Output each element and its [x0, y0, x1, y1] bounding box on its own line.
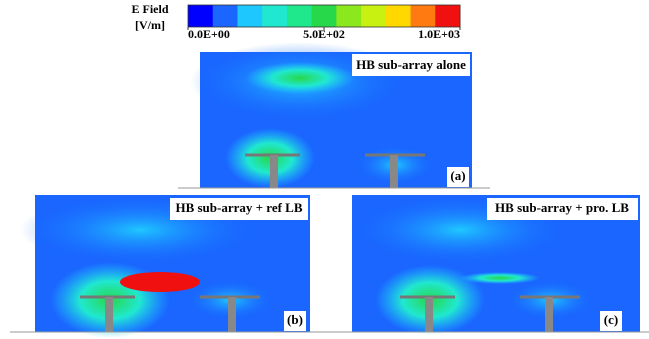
tick-label: 0.0E+00: [188, 27, 230, 41]
color-swatch: [411, 5, 436, 27]
panel-title: HB sub-array + ref LB: [175, 200, 302, 215]
panel-title: HB sub-array alone: [356, 57, 466, 72]
color-swatch: [213, 5, 238, 27]
colorbar: E Field [V/m] 0.0E+00 5.0E+02 1.0E+03: [131, 2, 460, 41]
tick-label: 5.0E+02: [303, 27, 345, 41]
tick-label: 1.0E+03: [418, 27, 460, 41]
panel-c: HB sub-array + pro. LB (c): [330, 195, 649, 335]
color-swatch: [336, 5, 361, 27]
legend-unit: [V/m]: [135, 18, 165, 32]
legend-title: E Field: [131, 2, 168, 16]
color-swatch: [312, 5, 337, 27]
color-swatch: [435, 5, 460, 27]
color-swatch: [262, 5, 287, 27]
panel-a: HB sub-array alone (a): [178, 42, 490, 188]
panel-title: HB sub-array + pro. LB: [495, 200, 629, 215]
panel-label: (a): [450, 168, 465, 183]
color-swatch: [237, 5, 262, 27]
panel-label: (c): [604, 312, 618, 327]
panel-b: HB sub-array + ref LB (b): [10, 195, 330, 338]
color-swatch: [287, 5, 312, 27]
color-swatch: [386, 5, 411, 27]
color-swatch: [188, 5, 213, 27]
color-swatch: [361, 5, 386, 27]
panel-label: (b): [287, 312, 303, 327]
figure: E Field [V/m] 0.0E+00 5.0E+02 1.0E+03 HB s…: [0, 0, 649, 339]
